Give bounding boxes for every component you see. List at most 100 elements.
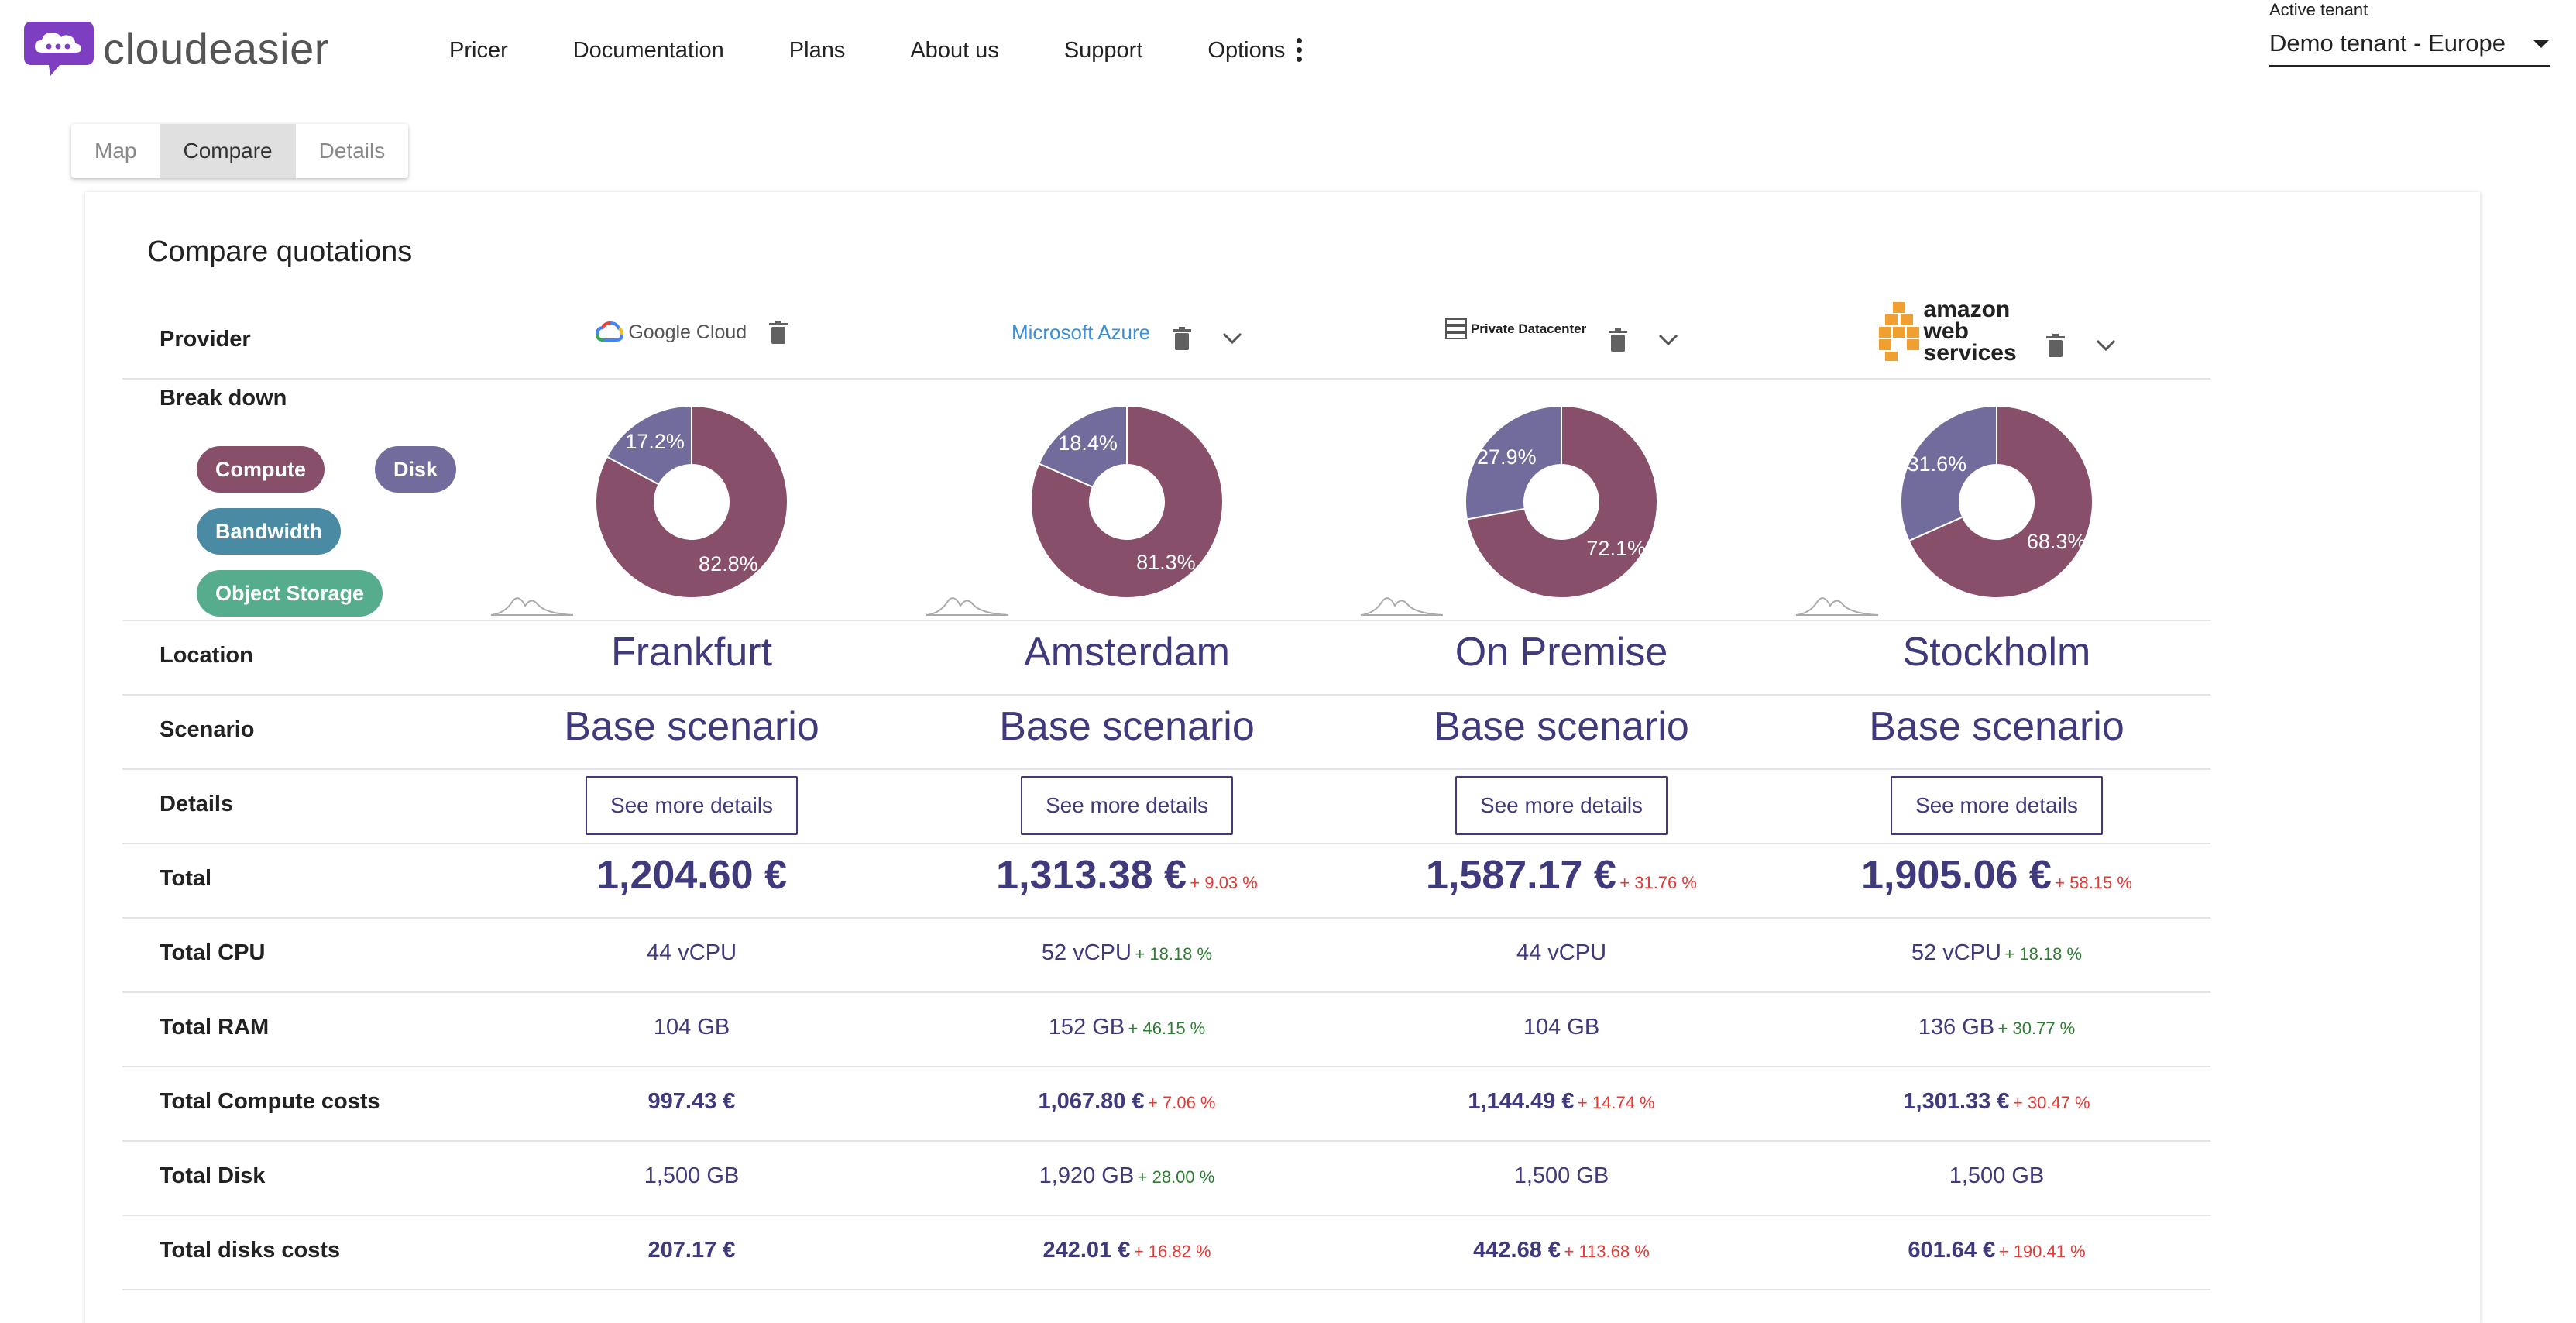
chart-options-icon[interactable] [489, 593, 575, 617]
breakdown-donut-1: 81.3% 18.4% [1030, 404, 1224, 599]
donut-slice-disk[interactable] [1465, 404, 1562, 521]
donut-slice-disk[interactable] [1900, 404, 1997, 542]
chevron-down-icon[interactable] [1658, 334, 1678, 346]
disk-costs-pct: + 190.41 % [1998, 1242, 2086, 1261]
cpu-cell: 44 vCPU [1345, 940, 1778, 966]
donut-slice-label: 68.3% [2027, 530, 2087, 553]
disk-cell: 1,500 GB [1780, 1163, 2214, 1189]
compute-costs-cell: 1,067.80 € + 7.06 % [910, 1089, 1344, 1115]
provider-name-google: Google Cloud [628, 321, 747, 343]
provider-label: Provider [160, 327, 251, 352]
details-cell: See more details [1345, 776, 1778, 835]
ram-value: 104 GB [1523, 1015, 1600, 1040]
google-cloud-logo: Google Cloud [596, 321, 747, 344]
google-cloud-icon [596, 321, 624, 342]
donut-slice-label: 27.9% [1477, 445, 1537, 469]
nav-pricer[interactable]: Pricer [449, 37, 508, 63]
trash-icon[interactable] [768, 321, 788, 344]
private-datacenter-logo: Private Datacenter [1444, 318, 1586, 341]
trash-icon[interactable] [2046, 334, 2065, 357]
trash-icon[interactable] [1608, 328, 1627, 352]
chart-options-icon[interactable] [1359, 593, 1444, 617]
see-more-details-button[interactable]: See more details [1890, 776, 2104, 835]
compute-costs-value: 1,144.49 € [1468, 1089, 1575, 1114]
disk-cell: 1,500 GB [1345, 1163, 1778, 1189]
nav-options[interactable]: Options [1207, 37, 1303, 64]
ram-cell: 152 GB + 46.15 % [910, 1015, 1344, 1040]
compute-costs-pct: + 14.74 % [1577, 1093, 1655, 1112]
server-rack-icon [1444, 318, 1467, 339]
see-more-details-button[interactable]: See more details [1455, 776, 1668, 835]
donut-slice-compute[interactable] [1030, 404, 1224, 599]
cpu-cell: 44 vCPU [475, 940, 908, 966]
cpu-cell: 52 vCPU + 18.18 % [910, 940, 1344, 966]
legend-bandwidth-chip[interactable]: Bandwidth [197, 508, 341, 555]
ram-cell: 104 GB [1345, 1015, 1778, 1040]
chevron-down-icon[interactable] [2096, 339, 2116, 352]
tenant-selector[interactable]: Active tenant Demo tenant - Europe [2269, 0, 2550, 67]
see-more-details-button[interactable]: See more details [585, 776, 799, 835]
compute-costs-value: 1,301.33 € [1903, 1089, 2010, 1114]
disk-costs-value: 242.01 € [1042, 1238, 1131, 1263]
cpu-value: 52 vCPU [1911, 940, 2001, 965]
breakdown-donut-3: 68.3% 31.6% [1900, 404, 2093, 599]
details-cell: See more details [475, 776, 908, 835]
trash-icon[interactable] [1172, 327, 1191, 350]
legend-disk-chip[interactable]: Disk [375, 446, 457, 493]
tab-details[interactable]: Details [318, 139, 386, 163]
disk-costs-value: 207.17 € [647, 1238, 736, 1263]
chart-options-icon[interactable] [1795, 593, 1880, 617]
location-label: Location [160, 643, 253, 668]
more-vertical-icon [1296, 37, 1303, 64]
total-compute-costs-row: Total Compute costs 997.43 € 1,067.80 € … [122, 1066, 2210, 1142]
tenant-label: Active tenant [2269, 0, 2368, 19]
aws-boxes-icon [1878, 302, 1919, 361]
scenario-label: Scenario [160, 717, 255, 742]
ram-cell: 104 GB [475, 1015, 908, 1040]
donut-slice-compute[interactable] [595, 404, 788, 599]
nav-documentation[interactable]: Documentation [572, 37, 724, 63]
cpu-value: 44 vCPU [646, 940, 737, 965]
donut-slice-disk[interactable] [1038, 404, 1128, 489]
total-row: Total 1,204.60 € 1,313.38 € + 9.03 % 1,5… [122, 843, 2210, 919]
cpu-cell: 52 vCPU + 18.18 % [1780, 940, 2214, 966]
provider-name-azure: Microsoft Azure [1011, 320, 1151, 344]
nav-options-label: Options [1207, 37, 1286, 63]
chevron-down-icon[interactable] [1222, 332, 1242, 345]
scenario-value: Base scenario [1434, 704, 1689, 749]
ram-cell: 136 GB + 30.77 % [1780, 1015, 2214, 1040]
legend-compute-chip[interactable]: Compute [197, 446, 325, 493]
tab-compare[interactable]: Compare [160, 124, 296, 178]
ram-value: 136 GB [1918, 1015, 1995, 1040]
tab-map[interactable]: Map [94, 139, 137, 163]
compare-card: Compare quotations Provider Google Cloud… [85, 192, 2480, 1323]
cpu-value: 44 vCPU [1516, 940, 1607, 965]
total-cell: 1,313.38 € + 9.03 % [910, 852, 1344, 899]
donut-slice-disk[interactable] [606, 404, 692, 486]
details-row: Details See more details See more detail… [122, 768, 2210, 844]
tenant-select[interactable]: Demo tenant - Europe [2269, 29, 2550, 67]
legend-object-storage-chip[interactable]: Object Storage [197, 570, 383, 617]
total-disks-costs-label: Total disks costs [160, 1238, 341, 1263]
location-value: Frankfurt [610, 630, 773, 675]
provider-row: Provider Google Cloud Microsoft Azure [122, 298, 2210, 380]
donut-slice-compute[interactable] [1465, 404, 1658, 599]
total-value: 1,313.38 € [996, 853, 1187, 898]
compare-title: Compare quotations [147, 235, 413, 268]
disk-value: 1,500 GB [644, 1163, 740, 1188]
chart-options-icon[interactable] [925, 593, 1010, 617]
disk-pct: + 28.00 % [1137, 1167, 1215, 1187]
nav-support[interactable]: Support [1063, 37, 1143, 63]
total-disk-label: Total Disk [160, 1163, 266, 1188]
donut-slice-compute[interactable] [1908, 404, 2093, 599]
scenario-value: Base scenario [999, 704, 1255, 749]
disk-value: 1,500 GB [1949, 1163, 2045, 1188]
disk-costs-value: 601.64 € [1908, 1238, 1996, 1263]
nav-about-us[interactable]: About us [910, 37, 999, 63]
disk-costs-cell: 601.64 € + 190.41 % [1780, 1238, 2214, 1263]
see-more-details-button[interactable]: See more details [1020, 776, 1234, 835]
location-value: Amsterdam [1024, 630, 1230, 675]
brand-logo[interactable]: cloudeasier [21, 17, 329, 79]
total-ram-row: Total RAM 104 GB 152 GB + 46.15 % 104 GB… [122, 991, 2210, 1067]
nav-plans[interactable]: Plans [788, 37, 846, 63]
